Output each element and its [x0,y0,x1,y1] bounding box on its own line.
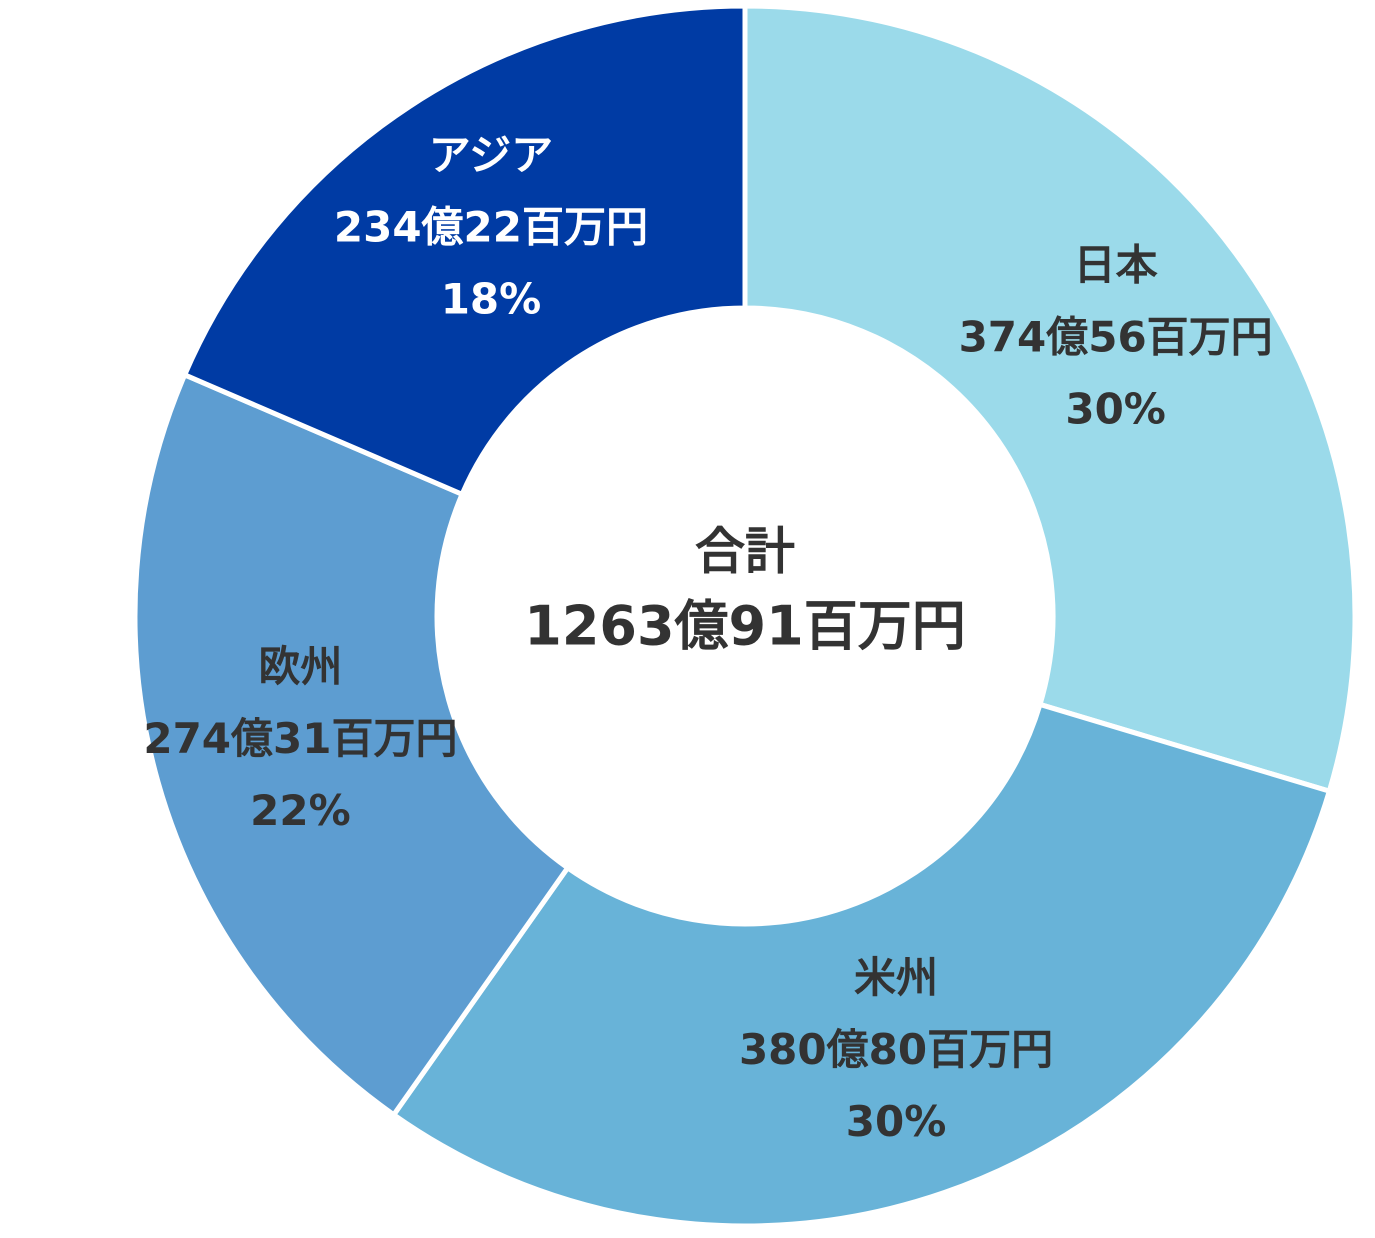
center-title: 合計 [695,523,795,581]
slices [132,3,1358,1229]
slice-category: 日本 [1074,241,1159,290]
slice-share-label: 22% [250,786,351,835]
slice-category: アジア [429,131,553,180]
slice [132,371,572,1119]
center-total: 1263億91百万円 [524,595,965,658]
slice-value-label: 234億22百万円 [334,203,648,252]
slice-share-label: 30% [846,1097,947,1146]
slice-share-label: 30% [1065,385,1166,434]
slice [181,3,748,498]
slice-value-label: 380億80百万円 [739,1025,1053,1074]
slice [390,701,1333,1229]
slice-category: 欧州 [258,642,342,691]
slice-value-label: 374億56百万円 [959,313,1273,362]
slice [742,3,1358,795]
slice-category: 米州 [854,953,938,1002]
slice-value-label: 274億31百万円 [143,714,457,763]
slice-share-label: 18% [441,275,542,324]
